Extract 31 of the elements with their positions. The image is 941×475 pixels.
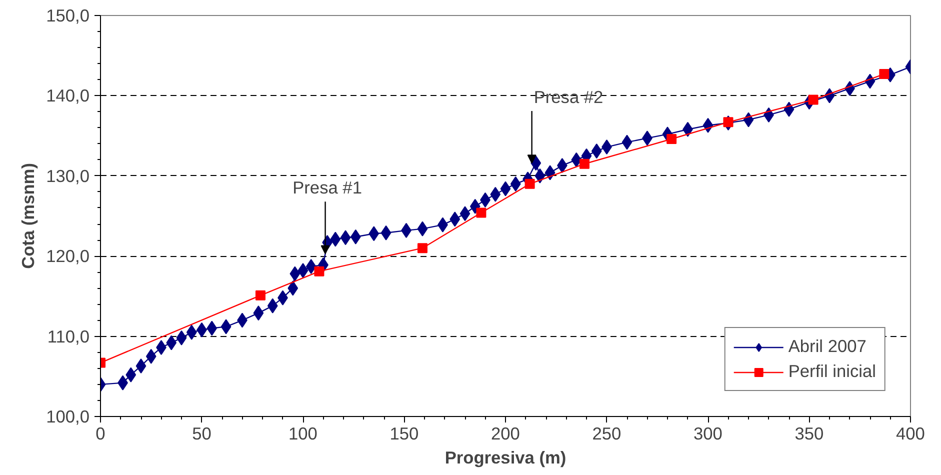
x-tick-label: 350 bbox=[794, 424, 824, 444]
point bbox=[314, 266, 324, 276]
legend-label: Abril 2007 bbox=[788, 336, 866, 357]
y-tick-label: 130,0 bbox=[46, 166, 90, 186]
point bbox=[879, 69, 890, 80]
y-tick-label: 120,0 bbox=[46, 246, 90, 266]
x-tick-label: 200 bbox=[491, 424, 520, 444]
point bbox=[524, 178, 535, 189]
legend-label: Perfil inicial bbox=[788, 361, 876, 382]
x-tick-label: 0 bbox=[96, 424, 106, 444]
x-axis-title: Progresiva (m) bbox=[444, 448, 566, 468]
point bbox=[476, 208, 486, 218]
annotation: Presa #1 bbox=[292, 178, 362, 198]
x-tick-label: 250 bbox=[592, 424, 622, 444]
annotation: Presa #2 bbox=[534, 86, 604, 107]
x-tick-label: 50 bbox=[192, 424, 212, 444]
point bbox=[417, 243, 428, 254]
x-tick-label: 400 bbox=[896, 424, 925, 444]
y-tick-label: 110,0 bbox=[47, 326, 90, 346]
y-tick-label: 100,0 bbox=[46, 406, 90, 426]
y-axis-title: Cota (msnm) bbox=[18, 163, 38, 269]
x-tick-label: 100 bbox=[288, 424, 318, 444]
point bbox=[255, 290, 266, 300]
point bbox=[723, 117, 734, 128]
point bbox=[808, 94, 818, 105]
point bbox=[666, 134, 677, 144]
y-tick-label: 140,0 bbox=[46, 86, 90, 106]
x-tick-label: 300 bbox=[694, 424, 722, 444]
point bbox=[579, 158, 590, 169]
x-tick-label: 150 bbox=[390, 424, 419, 444]
y-tick-label: 150,0 bbox=[46, 6, 90, 26]
